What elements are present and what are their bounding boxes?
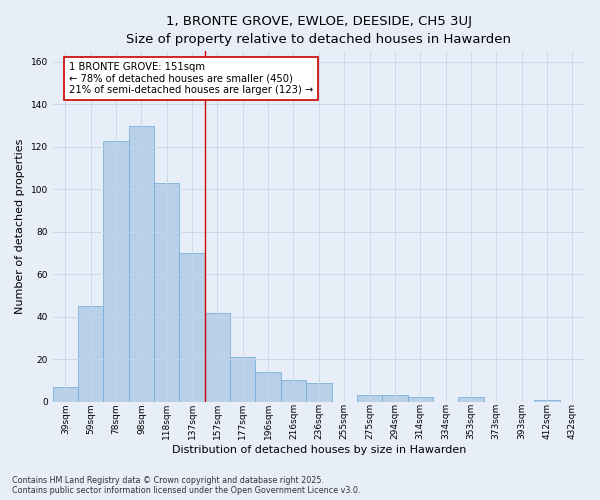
X-axis label: Distribution of detached houses by size in Hawarden: Distribution of detached houses by size … [172,445,466,455]
Bar [154,183,179,402]
Bar [129,126,154,402]
Y-axis label: Number of detached properties: Number of detached properties [15,139,25,314]
Bar [458,398,484,402]
Bar [535,400,560,402]
Title: 1, BRONTE GROVE, EWLOE, DEESIDE, CH5 3UJ
Size of property relative to detached h: 1, BRONTE GROVE, EWLOE, DEESIDE, CH5 3UJ… [127,15,511,46]
Bar [230,357,256,402]
Bar [407,398,433,402]
Text: 1 BRONTE GROVE: 151sqm
← 78% of detached houses are smaller (450)
21% of semi-de: 1 BRONTE GROVE: 151sqm ← 78% of detached… [68,62,313,95]
Bar [357,396,382,402]
Bar [78,306,103,402]
Bar [256,372,281,402]
Bar [382,396,407,402]
Bar [205,312,230,402]
Bar [53,387,78,402]
Bar [281,380,306,402]
Text: Contains HM Land Registry data © Crown copyright and database right 2025.
Contai: Contains HM Land Registry data © Crown c… [12,476,361,495]
Bar [103,140,129,402]
Bar [306,382,332,402]
Bar [179,253,205,402]
